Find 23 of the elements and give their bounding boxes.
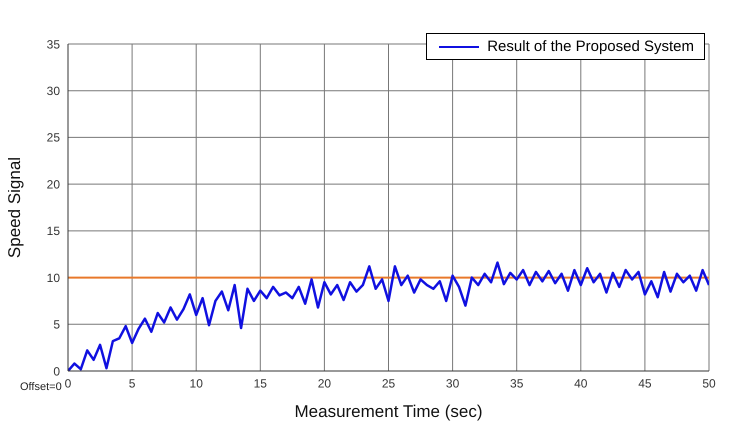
x-tick-label: 20 [318,376,332,391]
x-tick-label: 0 [64,376,72,391]
x-tick-label: 10 [190,376,204,391]
y-tick-label: 35 [46,37,60,52]
y-tick-label: 5 [53,318,60,332]
y-tick-label: 0 [53,364,60,378]
y-tick-label: 30 [46,84,60,98]
x-axis-title: Measurement Time (sec) [294,402,482,421]
x-tick-label: 30 [446,376,460,391]
legend-label: Result of the Proposed System [487,38,694,55]
y-tick-label: 25 [46,130,60,145]
y-tick-label: 15 [46,224,60,238]
y-axis-title: Speed Signal [5,156,24,258]
x-tick-label: 35 [510,376,524,391]
text: Offset=0 [20,381,62,393]
x-tick-label: 25 [382,376,396,391]
x-tick-label: 15 [254,376,268,391]
x-tick-label: 5 [128,376,136,391]
x-tick-label: 40 [574,376,588,391]
x-tick-label: 50 [702,376,716,391]
x-tick-label: 45 [638,376,652,391]
y-tick-label: 20 [46,177,60,192]
y-tick-label: 10 [46,270,60,285]
